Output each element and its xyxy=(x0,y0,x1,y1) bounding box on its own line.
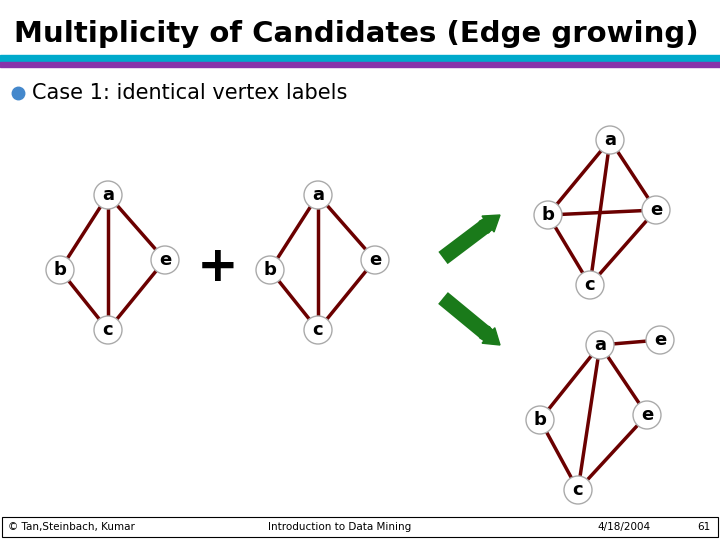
Circle shape xyxy=(304,316,332,344)
Circle shape xyxy=(642,196,670,224)
Text: b: b xyxy=(53,261,66,279)
Bar xyxy=(0,62,720,67)
Bar xyxy=(2,517,718,537)
Text: b: b xyxy=(534,411,546,429)
Circle shape xyxy=(361,246,389,274)
Circle shape xyxy=(564,476,592,504)
Circle shape xyxy=(94,181,122,209)
Text: a: a xyxy=(102,186,114,204)
Text: Multiplicity of Candidates (Edge growing): Multiplicity of Candidates (Edge growing… xyxy=(14,20,698,48)
Circle shape xyxy=(646,326,674,354)
Text: e: e xyxy=(369,251,381,269)
Text: 4/18/2004: 4/18/2004 xyxy=(597,522,650,532)
Circle shape xyxy=(94,316,122,344)
Text: © Tan,Steinbach, Kumar: © Tan,Steinbach, Kumar xyxy=(8,522,135,532)
Text: c: c xyxy=(585,276,595,294)
Text: c: c xyxy=(103,321,113,339)
Text: b: b xyxy=(264,261,276,279)
Text: e: e xyxy=(159,251,171,269)
Text: Introduction to Data Mining: Introduction to Data Mining xyxy=(269,522,412,532)
Text: c: c xyxy=(312,321,323,339)
Text: e: e xyxy=(650,201,662,219)
Circle shape xyxy=(151,246,179,274)
Circle shape xyxy=(576,271,604,299)
Text: 61: 61 xyxy=(697,522,710,532)
Circle shape xyxy=(633,401,661,429)
Polygon shape xyxy=(482,215,500,232)
Text: a: a xyxy=(594,336,606,354)
Bar xyxy=(0,55,720,62)
Text: a: a xyxy=(312,186,324,204)
Text: e: e xyxy=(654,331,666,349)
Polygon shape xyxy=(482,328,500,345)
Circle shape xyxy=(596,126,624,154)
Text: e: e xyxy=(641,406,653,424)
Text: a: a xyxy=(604,131,616,149)
Circle shape xyxy=(256,256,284,284)
Circle shape xyxy=(534,201,562,229)
Circle shape xyxy=(304,181,332,209)
Circle shape xyxy=(46,256,74,284)
Circle shape xyxy=(526,406,554,434)
Text: c: c xyxy=(572,481,583,499)
Text: b: b xyxy=(541,206,554,224)
Text: +: + xyxy=(197,243,239,291)
Text: Case 1: identical vertex labels: Case 1: identical vertex labels xyxy=(32,83,347,103)
Circle shape xyxy=(586,331,614,359)
